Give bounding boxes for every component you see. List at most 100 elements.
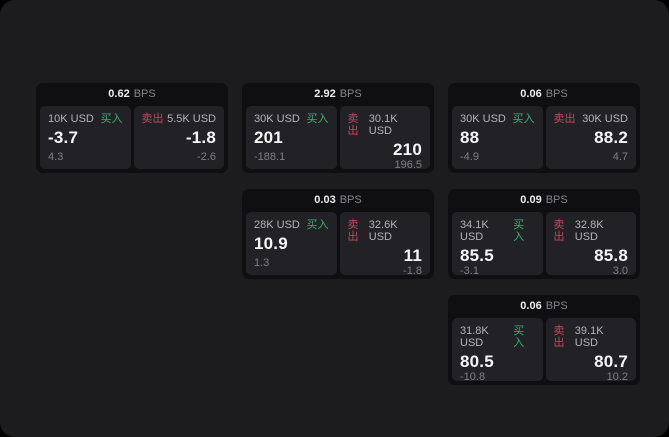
sell-label: 卖出 (553, 325, 565, 349)
buy-delta: 1.3 (254, 257, 270, 269)
card-header: 0.06 BPS (448, 295, 640, 318)
sell-quote-tile[interactable]: 卖出 39.1K USD 80.7 10.2 (545, 318, 636, 383)
sell-delta: 196.5 (394, 159, 422, 171)
quote-card: 2.92 BPS 30K USD 买入 201 -188.1 卖出 30.1K … (242, 83, 434, 173)
sell-quote-tile[interactable]: 卖出 30.1K USD 210 196.5 (339, 106, 430, 171)
sell-price: -1.8 (185, 128, 216, 147)
quote-card: 0.62 BPS 10K USD 买入 -3.7 4.3 卖出 5.5K USD (36, 83, 228, 173)
sell-delta: 4.7 (612, 151, 628, 163)
card-body: 28K USD 买入 10.9 1.3 卖出 32.6K USD 11 -1.8 (246, 212, 430, 277)
buy-quote-tile[interactable]: 34.1K USD 买入 85.5 -3.1 (452, 212, 543, 277)
card-body: 30K USD 买入 88 -4.9 卖出 30K USD 88.2 4.7 (452, 106, 636, 169)
buy-price: -3.7 (48, 128, 79, 147)
buy-delta: -10.8 (460, 371, 486, 383)
sell-size: 39.1K USD (574, 325, 604, 349)
buy-delta: -3.1 (460, 265, 479, 277)
bps-unit: BPS (545, 194, 568, 206)
card-body: 34.1K USD 买入 85.5 -3.1 卖出 32.8K USD 85.8… (452, 212, 636, 277)
buy-label: 买入 (513, 219, 525, 243)
sell-label: 卖出 (141, 113, 164, 125)
buy-size: 30K USD (254, 113, 300, 125)
buy-quote-tile[interactable]: 28K USD 买入 10.9 1.3 (246, 212, 337, 275)
quote-card: 0.09 BPS 34.1K USD 买入 85.5 -3.1 卖出 32.8K… (448, 189, 640, 279)
sell-size: 32.6K USD (368, 219, 398, 243)
sell-quote-tile[interactable]: 卖出 32.8K USD 85.8 3.0 (545, 212, 636, 277)
sell-size: 5.5K USD (167, 113, 216, 125)
sell-tile-header: 卖出 39.1K USD (554, 325, 629, 349)
sell-label: 卖出 (553, 113, 576, 125)
buy-tile-header: 30K USD 买入 (254, 113, 329, 125)
bps-value: 0.62 (108, 88, 130, 100)
buy-delta: 4.3 (48, 151, 64, 163)
bps-value: 0.06 (520, 300, 542, 312)
bps-value: 0.03 (314, 194, 336, 206)
buy-quote-tile[interactable]: 31.8K USD 买入 80.5 -10.8 (452, 318, 543, 383)
sell-tile-header: 卖出 30.1K USD (348, 113, 423, 137)
card-body: 10K USD 买入 -3.7 4.3 卖出 5.5K USD -1.8 -2.… (40, 106, 224, 169)
buy-size: 30K USD (460, 113, 506, 125)
sell-tile-header: 卖出 32.8K USD (554, 219, 629, 243)
card-header: 0.62 BPS (36, 83, 228, 106)
sell-tile-header: 卖出 32.6K USD (348, 219, 423, 243)
buy-size: 28K USD (254, 219, 300, 231)
buy-tile-header: 34.1K USD 买入 (460, 219, 535, 243)
buy-tile-header: 28K USD 买入 (254, 219, 329, 231)
buy-label: 买入 (100, 113, 123, 125)
buy-price: 80.5 (460, 352, 494, 371)
buy-price: 10.9 (254, 234, 288, 253)
sell-price: 80.7 (594, 352, 628, 371)
buy-size: 10K USD (48, 113, 94, 125)
sell-delta: 3.0 (612, 265, 628, 277)
buy-size: 34.1K USD (460, 219, 489, 243)
buy-label: 买入 (513, 325, 525, 349)
bps-value: 0.09 (520, 194, 542, 206)
buy-label: 买入 (306, 113, 329, 125)
buy-size: 31.8K USD (460, 325, 489, 349)
sell-price: 11 (403, 246, 422, 265)
buy-quote-tile[interactable]: 10K USD 买入 -3.7 4.3 (40, 106, 131, 169)
buy-quote-tile[interactable]: 30K USD 买入 88 -4.9 (452, 106, 543, 169)
buy-delta: -4.9 (460, 151, 479, 163)
bps-unit: BPS (339, 194, 362, 206)
buy-tile-header: 31.8K USD 买入 (460, 325, 535, 349)
sell-size: 30K USD (582, 113, 628, 125)
buy-delta: -188.1 (254, 151, 286, 163)
sell-tile-header: 卖出 5.5K USD (142, 113, 217, 125)
card-header: 2.92 BPS (242, 83, 434, 106)
card-body: 31.8K USD 买入 80.5 -10.8 卖出 39.1K USD 80.… (452, 318, 636, 383)
buy-tile-header: 30K USD 买入 (460, 113, 535, 125)
quote-card: 0.06 BPS 30K USD 买入 88 -4.9 卖出 30K USD (448, 83, 640, 173)
quote-card: 0.03 BPS 28K USD 买入 10.9 1.3 卖出 32.6K US… (242, 189, 434, 279)
card-body: 30K USD 买入 201 -188.1 卖出 30.1K USD 210 1… (246, 106, 430, 171)
sell-delta: -1.8 (403, 265, 422, 277)
sell-quote-tile[interactable]: 卖出 5.5K USD -1.8 -2.6 (133, 106, 224, 169)
sell-label: 卖出 (347, 219, 359, 243)
sell-label: 卖出 (553, 219, 565, 243)
bps-unit: BPS (545, 88, 568, 100)
card-header: 0.06 BPS (448, 83, 640, 106)
bps-unit: BPS (133, 88, 156, 100)
quote-card: 0.06 BPS 31.8K USD 买入 80.5 -10.8 卖出 39.1… (448, 295, 640, 385)
buy-tile-header: 10K USD 买入 (48, 113, 123, 125)
bps-unit: BPS (339, 88, 362, 100)
bps-value: 0.06 (520, 88, 542, 100)
bps-unit: BPS (545, 300, 568, 312)
sell-price: 210 (393, 140, 422, 159)
sell-size: 32.8K USD (574, 219, 604, 243)
sell-delta: 10.2 (606, 371, 628, 383)
bps-value: 2.92 (314, 88, 336, 100)
buy-quote-tile[interactable]: 30K USD 买入 201 -188.1 (246, 106, 337, 169)
card-header: 0.09 BPS (448, 189, 640, 212)
sell-quote-tile[interactable]: 卖出 32.6K USD 11 -1.8 (339, 212, 430, 277)
sell-quote-tile[interactable]: 卖出 30K USD 88.2 4.7 (545, 106, 636, 169)
sell-price: 88.2 (594, 128, 628, 147)
buy-price: 88 (460, 128, 480, 147)
sell-price: 85.8 (594, 246, 628, 265)
quotes-grid: 0.62 BPS 10K USD 买入 -3.7 4.3 卖出 5.5K USD (36, 83, 640, 385)
sell-delta: -2.6 (197, 151, 216, 163)
buy-label: 买入 (512, 113, 535, 125)
sell-tile-header: 卖出 30K USD (554, 113, 629, 125)
card-header: 0.03 BPS (242, 189, 434, 212)
buy-price: 85.5 (460, 246, 494, 265)
